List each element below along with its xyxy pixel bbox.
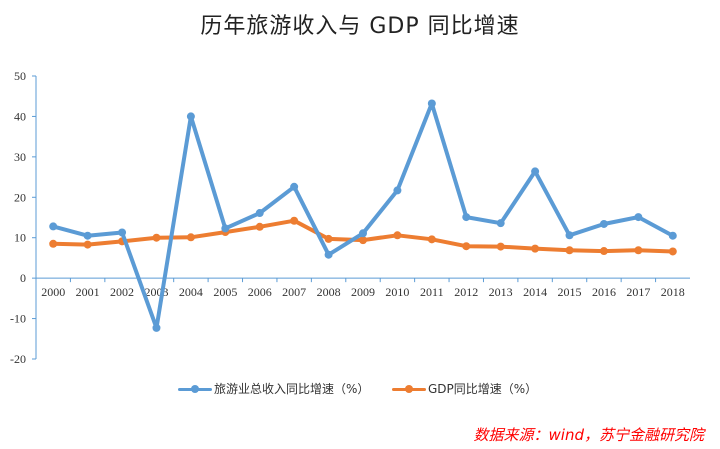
data-point-tourism bbox=[531, 167, 540, 176]
data-point-tourism bbox=[359, 229, 367, 238]
data-point-gdp bbox=[599, 247, 608, 256]
data-point-tourism bbox=[634, 213, 643, 222]
data-point-tourism bbox=[152, 323, 161, 332]
y-tick-label: 0 bbox=[20, 271, 26, 285]
data-point-gdp bbox=[290, 216, 299, 225]
data-point-tourism bbox=[221, 224, 230, 233]
data-point-tourism bbox=[599, 219, 608, 228]
chart-title: 历年旅游收入与 GDP 同比增速 bbox=[200, 14, 520, 39]
legend-swatch-tourism bbox=[178, 383, 212, 395]
data-point-gdp bbox=[496, 242, 505, 251]
data-point-tourism bbox=[324, 250, 333, 259]
x-tick-label: 2017 bbox=[626, 285, 650, 299]
x-tick-label: 2016 bbox=[592, 285, 616, 299]
y-tick-label: -10 bbox=[10, 312, 26, 326]
legend-swatch-gdp bbox=[392, 383, 426, 395]
data-point-gdp bbox=[49, 239, 58, 248]
x-tick-label: 2000 bbox=[41, 285, 65, 299]
data-point-gdp bbox=[255, 222, 264, 231]
data-point-tourism bbox=[462, 213, 471, 222]
data-point-tourism bbox=[118, 228, 127, 237]
data-point-gdp bbox=[668, 247, 677, 256]
legend-item-tourism: 旅游业总收入同比增速（%） bbox=[178, 380, 369, 397]
y-tick-label: 40 bbox=[14, 109, 26, 123]
data-point-tourism bbox=[565, 231, 574, 240]
legend-item-gdp: GDP同比增速（%） bbox=[392, 380, 537, 397]
legend-label-tourism: 旅游业总收入同比增速（%） bbox=[214, 382, 370, 396]
x-tick-label: 2007 bbox=[282, 285, 306, 299]
x-tick-label: 2002 bbox=[110, 285, 134, 299]
data-point-tourism bbox=[49, 222, 58, 231]
legend-label-gdp: GDP同比增速（%） bbox=[428, 382, 538, 396]
x-tick-label: 2005 bbox=[213, 285, 237, 299]
data-point-tourism bbox=[290, 182, 299, 191]
y-tick-label: 30 bbox=[14, 150, 26, 164]
x-tick-label: 2015 bbox=[558, 285, 582, 299]
y-tick-label: 10 bbox=[14, 231, 26, 245]
data-point-gdp bbox=[324, 234, 333, 243]
data-point-tourism bbox=[83, 231, 92, 240]
data-point-tourism bbox=[496, 219, 505, 228]
data-point-gdp bbox=[531, 244, 540, 253]
x-tick-label: 2010 bbox=[385, 285, 409, 299]
y-tick-label: 20 bbox=[14, 190, 26, 204]
data-point-gdp bbox=[462, 242, 471, 251]
x-tick-label: 2012 bbox=[454, 285, 478, 299]
source-note: 数据来源：wind，苏宁金融研究院 bbox=[473, 426, 704, 444]
data-point-gdp bbox=[393, 231, 402, 240]
data-point-gdp bbox=[359, 236, 367, 245]
x-tick-label: 2004 bbox=[179, 285, 203, 299]
x-tick-label: 2009 bbox=[351, 285, 375, 299]
data-point-tourism bbox=[255, 209, 264, 218]
data-point-gdp bbox=[565, 246, 574, 255]
data-point-tourism bbox=[186, 112, 195, 121]
x-tick-label: 2001 bbox=[76, 285, 100, 299]
data-point-gdp bbox=[634, 246, 643, 255]
x-tick-label: 2011 bbox=[420, 285, 444, 299]
data-point-tourism bbox=[427, 99, 436, 108]
data-point-gdp bbox=[427, 235, 436, 244]
data-point-gdp bbox=[186, 233, 195, 242]
x-tick-label: 2014 bbox=[523, 285, 547, 299]
data-point-tourism bbox=[393, 186, 402, 195]
data-point-gdp bbox=[152, 233, 161, 242]
x-tick-label: 2006 bbox=[248, 285, 272, 299]
x-tick-label: 2008 bbox=[317, 285, 341, 299]
y-tick-label: 50 bbox=[14, 69, 26, 83]
data-point-tourism bbox=[668, 231, 677, 240]
x-tick-label: 2018 bbox=[661, 285, 685, 299]
x-tick-label: 2013 bbox=[489, 285, 513, 299]
y-tick-label: -20 bbox=[10, 352, 26, 366]
legend: 旅游业总收入同比增速（%） GDP同比增速（%） bbox=[0, 380, 720, 400]
data-point-gdp bbox=[83, 240, 92, 249]
